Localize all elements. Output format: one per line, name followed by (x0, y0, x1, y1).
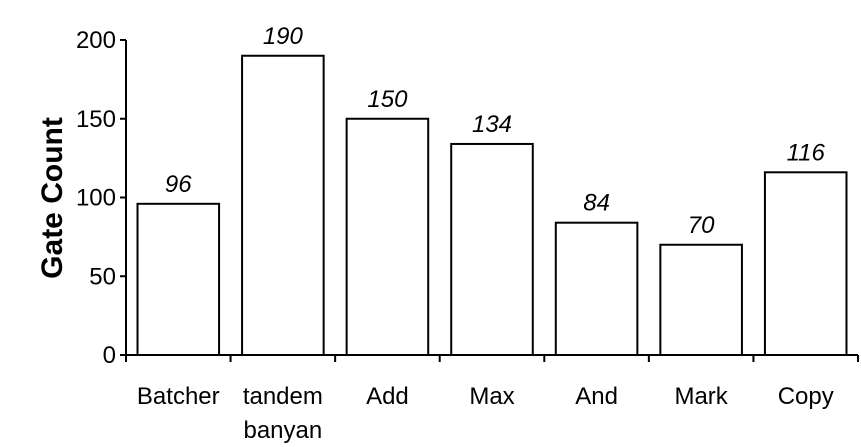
data-label: 116 (787, 139, 826, 166)
data-label: 84 (583, 190, 610, 217)
data-label: 134 (472, 111, 512, 138)
y-tick-label: 50 (89, 263, 116, 290)
bar (659, 243, 743, 356)
y-axis: 0 50 100 150 200 (76, 27, 127, 369)
x-tick-label: And (575, 383, 618, 410)
data-label: 150 (367, 86, 408, 113)
x-axis: Batcher tandem banyan Add Max And Mark Copy (125, 354, 859, 444)
bar (136, 202, 221, 356)
x-tick-label: banyan (243, 417, 322, 444)
y-tick-label: 0 (103, 342, 116, 369)
bar (554, 221, 639, 356)
data-label: 96 (165, 171, 192, 198)
x-tick-label: tandem (243, 383, 323, 410)
y-tick-label: 150 (76, 106, 116, 133)
data-label: 190 (263, 23, 304, 50)
x-tick-label: Copy (778, 383, 834, 410)
x-tick-label: Batcher (137, 383, 220, 410)
x-tick-label: Max (469, 383, 514, 410)
bars: 96 190 150 134 84 70 116 (136, 23, 848, 356)
y-axis-title: Gate Count (36, 117, 69, 279)
y-tick-label: 100 (76, 185, 116, 212)
data-label: 70 (688, 212, 715, 239)
bar (345, 117, 430, 356)
bar (241, 54, 325, 356)
x-tick-label: Mark (674, 383, 728, 410)
bar (763, 171, 848, 356)
x-tick-label: Add (366, 383, 409, 410)
y-tick-label: 200 (76, 27, 116, 54)
bar (450, 142, 534, 356)
